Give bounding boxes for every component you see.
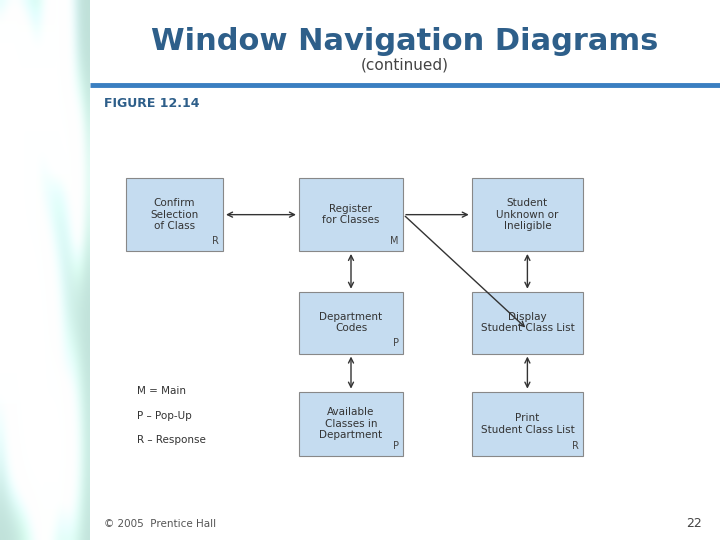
Text: Register
for Classes: Register for Classes (323, 204, 379, 226)
Text: © 2005  Prentice Hall: © 2005 Prentice Hall (104, 519, 217, 529)
Text: R: R (212, 235, 219, 246)
Bar (299, 292, 403, 354)
Text: M = Main: M = Main (137, 387, 186, 396)
Text: (continued): (continued) (361, 57, 449, 72)
Bar (299, 392, 403, 456)
Text: P: P (393, 338, 399, 348)
Text: R: R (572, 441, 579, 451)
Text: Display
Student Class List: Display Student Class List (480, 312, 575, 333)
Text: Available
Classes in
Department: Available Classes in Department (320, 407, 382, 441)
Text: Confirm
Selection
of Class: Confirm Selection of Class (150, 198, 199, 231)
Text: FIGURE 12.14: FIGURE 12.14 (104, 97, 200, 110)
Text: Student
Unknown or
Ineligible: Student Unknown or Ineligible (496, 198, 559, 231)
Bar (90, 0, 720, 540)
Bar (472, 392, 583, 456)
Bar (472, 292, 583, 354)
Text: M: M (390, 235, 399, 246)
Text: Print
Student Class List: Print Student Class List (480, 413, 575, 435)
Text: P – Pop-Up: P – Pop-Up (137, 411, 192, 421)
Text: Department
Codes: Department Codes (320, 312, 382, 333)
Text: 22: 22 (686, 517, 702, 530)
Bar (126, 178, 223, 251)
Bar (472, 178, 583, 251)
Text: R – Response: R – Response (137, 435, 206, 445)
Text: Window Navigation Diagrams: Window Navigation Diagrams (151, 26, 659, 56)
Bar (299, 178, 403, 251)
Text: P: P (393, 441, 399, 451)
